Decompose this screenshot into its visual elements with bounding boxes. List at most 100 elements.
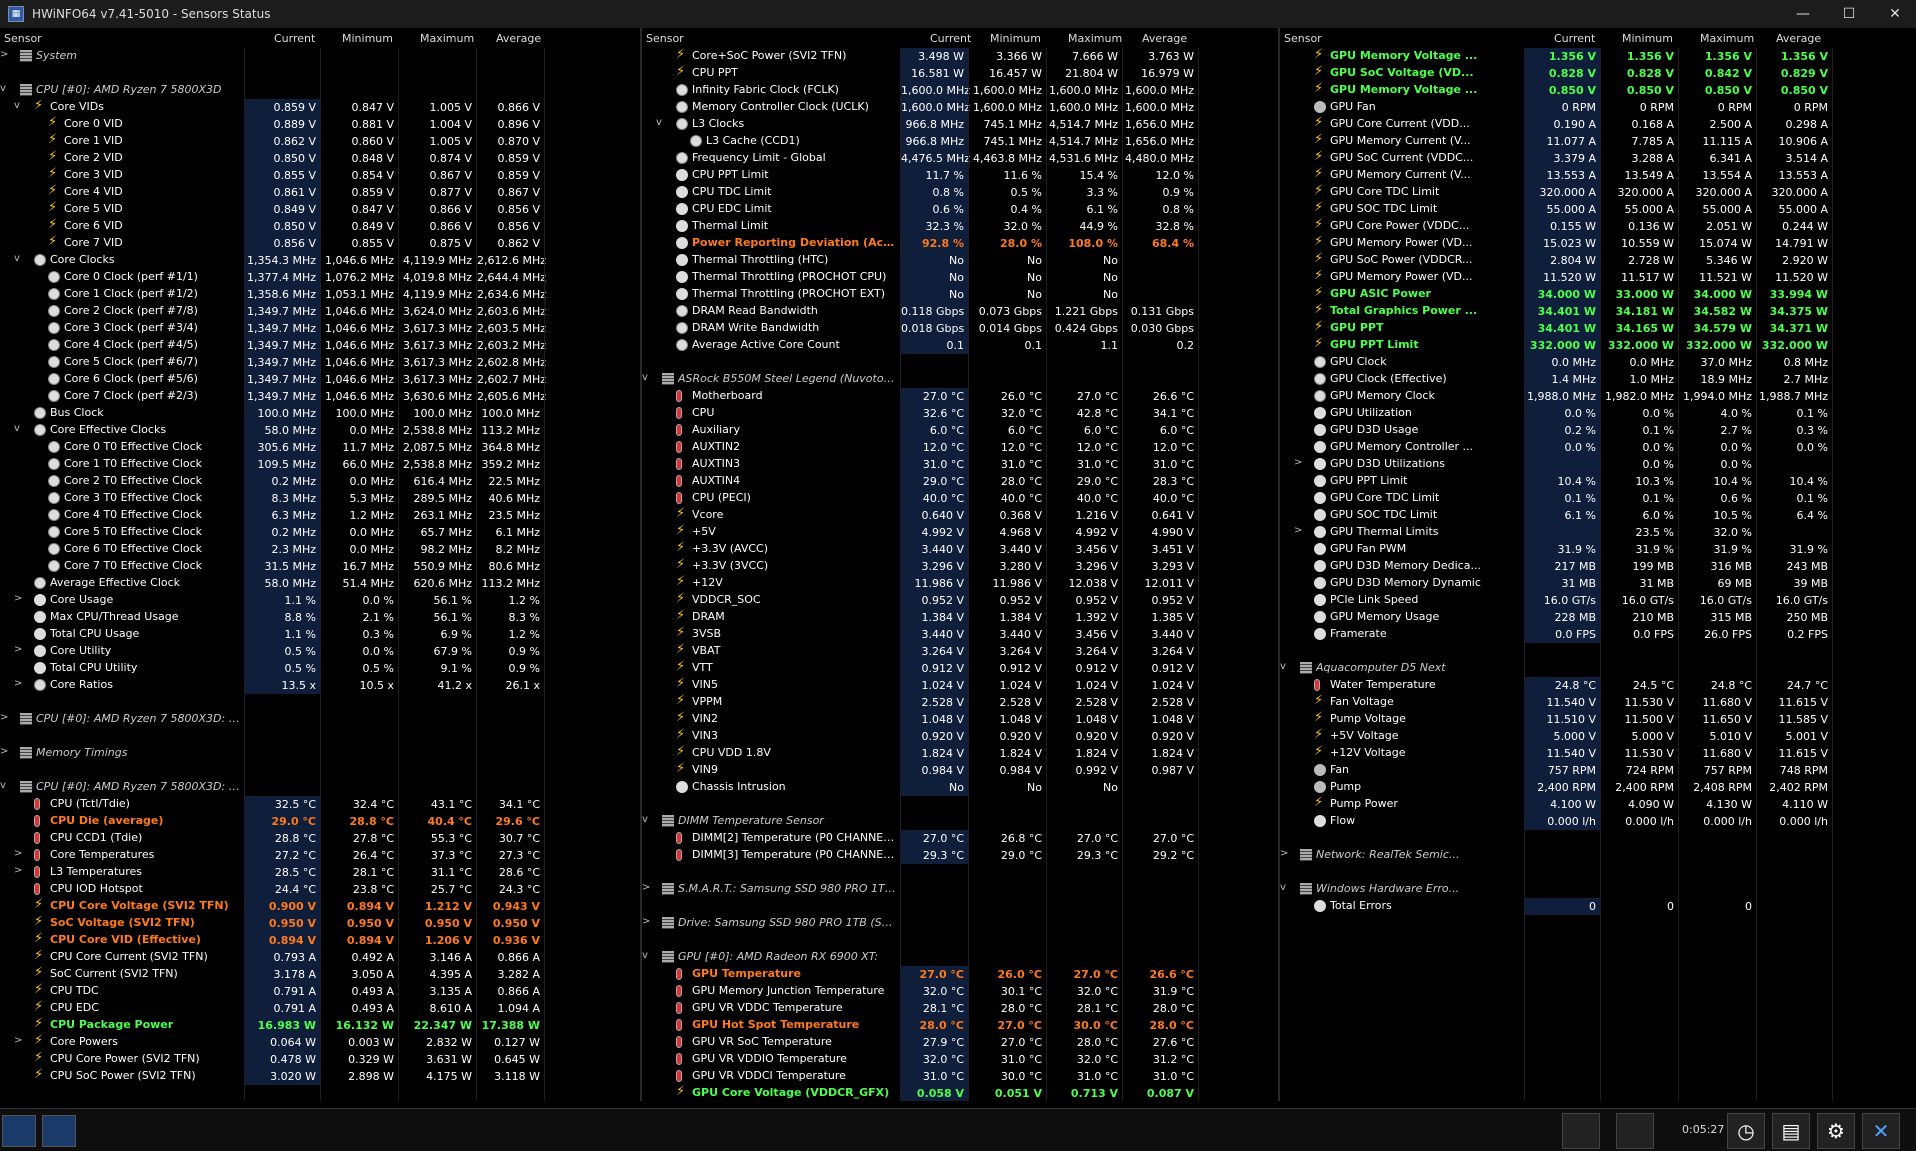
collapse-chevron-icon[interactable]: v [0, 780, 6, 791]
expand-chevron-icon[interactable]: > [0, 49, 9, 60]
column-header[interactable]: Sensor Current Minimum Maximum Average [642, 30, 1278, 47]
sensor-row[interactable]: ⚡ +5V 4.992 V 4.968 V 4.992 V 4.990 V [642, 523, 1278, 541]
sensor-row[interactable]: ⚡ VDDCR_SOC 0.952 V 0.952 V 0.952 V 0.952 V [642, 591, 1278, 609]
sensor-row[interactable]: GPU Memory Controller ... 0.0 % 0.0 % 0.0 %… [1280, 439, 1916, 456]
sensor-row[interactable]: ⚡ GPU Memory Current (V... 11.077 A 7.785 A… [1280, 132, 1916, 150]
sensor-row[interactable]: DRAM Write Bandwidth 0.018 Gbps 0.014 Gbps… [642, 320, 1278, 337]
header-minimum[interactable]: Minimum [342, 32, 393, 45]
sensor-row[interactable]: DIMM[3] Temperature (P0 CHANNEL B/DIM...… [642, 847, 1278, 864]
collapse-chevron-icon[interactable]: v [1280, 661, 1286, 672]
sensor-row[interactable]: Water Temperature 24.8 °C 24.5 °C 24.8 °C 24… [1280, 677, 1916, 694]
logging-icon[interactable]: ▤ [1772, 1113, 1810, 1149]
sensor-row[interactable]: GPU Memory Clock 1,988.0 MHz 1,982.0 MHz 1,… [1280, 388, 1916, 405]
sensor-row[interactable]: v Core Effective Clocks 58.0 MHz 0.0 MHz 2,5… [0, 422, 640, 439]
network-monitor-icon[interactable] [1562, 1113, 1600, 1149]
sensor-row[interactable]: Motherboard 27.0 °C 26.0 °C 27.0 °C 26.6 °C [642, 388, 1278, 405]
sensor-row[interactable]: CPU (Tctl/Tdie) 32.5 °C 32.4 °C 43.1 °C 34.1… [0, 796, 640, 813]
navigate-back-icon[interactable] [2, 1115, 36, 1147]
expand-chevron-icon[interactable]: > [1280, 848, 1289, 859]
sensor-panel-3[interactable]: Sensor Current Minimum Maximum Average ⚡ GPU M… [1280, 28, 1916, 1101]
sensor-row[interactable]: Max CPU/Thread Usage 8.8 % 2.1 % 56.1 % 8.3 … [0, 609, 640, 626]
sensor-row[interactable]: ⚡ GPU Memory Power (VD... 11.520 W 11.517 W… [1280, 268, 1916, 286]
expand-chevron-icon[interactable]: > [0, 746, 9, 757]
sensor-row[interactable]: ⚡ GPU ASIC Power 34.000 W 33.000 W 34.000 W 3… [1280, 285, 1916, 303]
column-divider[interactable] [1756, 48, 1757, 1101]
sensor-row[interactable]: GPU SOC TDC Limit 6.1 % 6.0 % 10.5 % 6.4 % [1280, 507, 1916, 524]
sensor-row[interactable]: ⚡ VPPM 2.528 V 2.528 V 2.528 V 2.528 V [642, 693, 1278, 711]
sensor-row[interactable]: Core 0 Clock (perf #1/1) 1,377.4 MHz 1,076… [0, 269, 640, 286]
sensor-row[interactable]: Total Errors 0 0 0 [1280, 898, 1916, 915]
sensor-row[interactable]: ⚡ Core 4 VID 0.861 V 0.859 V 0.877 V 0.867 V [0, 183, 640, 201]
sensor-row[interactable]: ⚡ VBAT 3.264 V 3.264 V 3.264 V 3.264 V [642, 642, 1278, 660]
sensor-row[interactable]: Core 1 Clock (perf #1/2) 1,358.6 MHz 1,053… [0, 286, 640, 303]
sensor-row[interactable]: ⚡ CPU Core Voltage (SVI2 TFN) 0.900 V 0.894… [0, 897, 640, 915]
expand-chevron-icon[interactable]: > [0, 712, 9, 723]
sensor-row[interactable]: ⚡ CPU PPT 16.581 W 16.457 W 21.804 W 16.979 W [642, 64, 1278, 82]
sensor-row[interactable]: > GPU D3D Utilizations 0.0 % 0.0 % [1280, 456, 1916, 473]
header-sensor[interactable]: Sensor [4, 32, 42, 45]
sensor-group[interactable]: v ASRock B550M Steel Legend (Nuvoton NC..… [642, 371, 1278, 388]
sensor-row[interactable]: Core 2 Clock (perf #7/8) 1,349.7 MHz 1,046… [0, 303, 640, 320]
sensor-row[interactable]: Core 1 T0 Effective Clock 109.5 MHz 66.0 M… [0, 456, 640, 473]
sensor-panel-2[interactable]: Sensor Current Minimum Maximum Average ⚡ Core+… [642, 28, 1278, 1101]
sensor-panel-1[interactable]: Sensor Current Minimum Maximum Average > Syste… [0, 28, 640, 1101]
sensor-row[interactable]: ⚡ CPU Core Power (SVI2 TFN) 0.478 W 0.329 W… [0, 1050, 640, 1068]
sensor-row[interactable]: ⚡ CPU Core Current (SVI2 TFN) 0.793 A 0.492… [0, 948, 640, 966]
sensor-row[interactable]: Total CPU Usage 1.1 % 0.3 % 6.9 % 1.2 % [0, 626, 640, 643]
sensor-group[interactable]: v GPU [#0]: AMD Radeon RX 6900 XT: [642, 949, 1278, 966]
sensor-row[interactable]: Core 6 T0 Effective Clock 2.3 MHz 0.0 MHz 9… [0, 541, 640, 558]
sensor-row[interactable]: ⚡ +12V 11.986 V 11.986 V 12.038 V 12.011 V [642, 574, 1278, 592]
sensor-group[interactable]: > Network: RealTek Semic... [1280, 847, 1916, 864]
sensor-row[interactable]: ⚡ VIN2 1.048 V 1.048 V 1.048 V 1.048 V [642, 710, 1278, 728]
sensor-row[interactable]: ⚡ Core 1 VID 0.862 V 0.860 V 1.005 V 0.870 V [0, 132, 640, 150]
sensor-row[interactable]: ⚡ GPU Core Current (VDD... 0.190 A 0.168 A 2… [1280, 115, 1916, 133]
sensor-row[interactable]: AUXTIN3 31.0 °C 31.0 °C 31.0 °C 31.0 °C [642, 456, 1278, 473]
sensor-row[interactable]: CPU Die (average) 29.0 °C 28.8 °C 40.4 °C 29… [0, 813, 640, 830]
sensor-row[interactable]: ⚡ Core 7 VID 0.856 V 0.855 V 0.875 V 0.862 V [0, 234, 640, 252]
sensor-row[interactable]: GPU Fan PWM 31.9 % 31.9 % 31.9 % 31.9 % [1280, 541, 1916, 558]
sensor-row[interactable]: L3 Cache (CCD1) 966.8 MHz 745.1 MHz 4,514.7… [642, 133, 1278, 150]
sensor-row[interactable]: v L3 Clocks 966.8 MHz 745.1 MHz 4,514.7 MHz 1… [642, 116, 1278, 133]
sensor-row[interactable]: ⚡ Pump Voltage 11.510 V 11.500 V 11.650 V 11.… [1280, 710, 1916, 728]
sensor-row[interactable]: ⚡ Vcore 0.640 V 0.368 V 1.216 V 0.641 V [642, 506, 1278, 524]
header-current[interactable]: Current [930, 32, 972, 45]
sensor-row[interactable]: GPU D3D Memory Dedica... 217 MB 199 MB 316 … [1280, 558, 1916, 575]
expand-chevron-icon[interactable]: > [14, 678, 23, 689]
sensor-row[interactable]: > L3 Temperatures 28.5 °C 28.1 °C 31.1 °C 28.… [0, 864, 640, 881]
settings-gear-icon[interactable]: ⚙ [1817, 1113, 1855, 1149]
sensor-row[interactable]: GPU Clock 0.0 MHz 0.0 MHz 37.0 MHz 0.8 MHz [1280, 354, 1916, 371]
collapse-chevron-icon[interactable]: v [0, 83, 6, 94]
sensor-row[interactable]: Core 3 T0 Effective Clock 8.3 MHz 5.3 MHz 2… [0, 490, 640, 507]
sensor-row[interactable]: Core 7 T0 Effective Clock 31.5 MHz 16.7 MH… [0, 558, 640, 575]
sensor-group[interactable]: > S.M.A.R.T.: Samsung SSD 980 PRO 1TB (S.… [642, 881, 1278, 898]
sensor-row[interactable]: ⚡ GPU PPT 34.401 W 34.165 W 34.579 W 34.371 W [1280, 319, 1916, 337]
sensor-row[interactable]: Core 0 T0 Effective Clock 305.6 MHz 11.7 M… [0, 439, 640, 456]
sensor-row[interactable]: ⚡ CPU VDD 1.8V 1.824 V 1.824 V 1.824 V 1.824 … [642, 744, 1278, 762]
expand-chevron-icon[interactable]: > [14, 644, 23, 655]
header-minimum[interactable]: Minimum [1622, 32, 1673, 45]
sensor-row[interactable]: DRAM Read Bandwidth 0.118 Gbps 0.073 Gbps 1… [642, 303, 1278, 320]
sensor-row[interactable]: AUXTIN4 29.0 °C 28.0 °C 29.0 °C 28.3 °C [642, 473, 1278, 490]
sensor-row[interactable]: Bus Clock 100.0 MHz 100.0 MHz 100.0 MHz 100.… [0, 405, 640, 422]
sensor-row[interactable]: CPU PPT Limit 11.7 % 11.6 % 15.4 % 12.0 % [642, 167, 1278, 184]
sensor-row[interactable]: Chassis Intrusion No No No [642, 779, 1278, 796]
expand-chevron-icon[interactable]: > [642, 882, 651, 893]
sensor-row[interactable]: ⚡ SoC Voltage (SVI2 TFN) 0.950 V 0.950 V 0.9… [0, 914, 640, 932]
collapse-chevron-icon[interactable]: v [1280, 882, 1286, 893]
sensor-row[interactable]: v Core Clocks 1,354.3 MHz 1,046.6 MHz 4,119.… [0, 252, 640, 269]
sensor-row[interactable]: ⚡ GPU PPT Limit 332.000 W 332.000 W 332.000 … [1280, 336, 1916, 354]
sensor-row[interactable]: GPU Clock (Effective) 1.4 MHz 1.0 MHz 18.9 … [1280, 371, 1916, 388]
sensor-row[interactable]: ⚡ VIN3 0.920 V 0.920 V 0.920 V 0.920 V [642, 727, 1278, 745]
sensor-row[interactable]: ⚡ GPU SoC Current (VDDC... 3.379 A 3.288 A 6… [1280, 149, 1916, 167]
header-minimum[interactable]: Minimum [990, 32, 1041, 45]
header-current[interactable]: Current [274, 32, 316, 45]
sensor-row[interactable]: GPU Core TDC Limit 0.1 % 0.1 % 0.6 % 0.1 % [1280, 490, 1916, 507]
sensor-row[interactable]: Thermal Throttling (HTC) No No No [642, 252, 1278, 269]
sensor-row[interactable]: ⚡ +5V Voltage 5.000 V 5.000 V 5.010 V 5.001 V [1280, 727, 1916, 745]
sensor-row[interactable]: v ⚡ Core VIDs 0.859 V 0.847 V 1.005 V 0.866 V [0, 98, 640, 116]
column-divider[interactable] [320, 48, 321, 1101]
header-average[interactable]: Average [496, 32, 542, 45]
sensor-row[interactable]: Memory Controller Clock (UCLK) 1,600.0 MH… [642, 99, 1278, 116]
column-header[interactable]: Sensor Current Minimum Maximum Average [0, 30, 640, 47]
header-average[interactable]: Average [1776, 32, 1822, 45]
